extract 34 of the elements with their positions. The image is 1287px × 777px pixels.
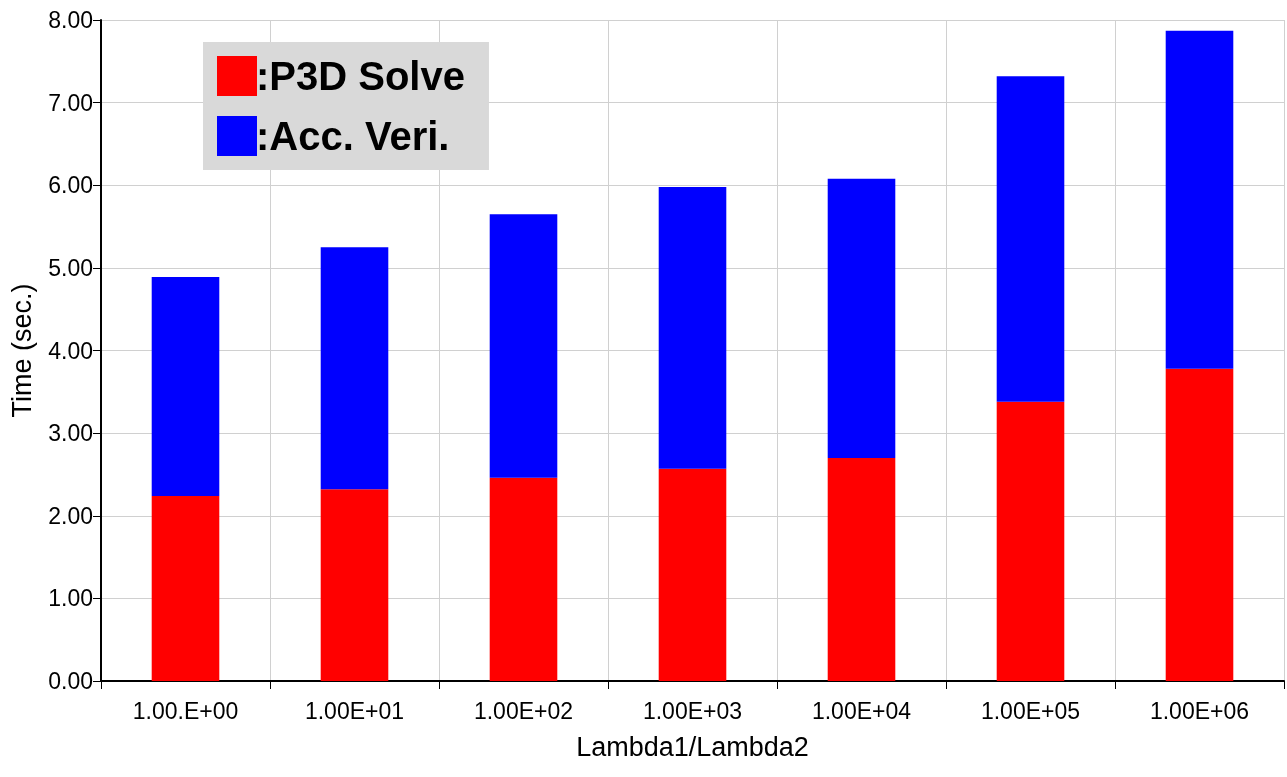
x-tick-label: 1.00E+01 (304, 697, 405, 724)
y-tick-label: 1.00 (48, 585, 93, 612)
bar (658, 468, 727, 681)
bar (151, 276, 220, 496)
bar (320, 247, 389, 490)
x-tick-label: 1.00E+05 (980, 697, 1081, 724)
x-tick-label: 1.00E+06 (1149, 697, 1250, 724)
y-tick-label: 7.00 (48, 89, 93, 116)
bar (489, 477, 558, 681)
bar (658, 186, 727, 469)
bar (320, 489, 389, 681)
y-tick-label: 0.00 (48, 668, 93, 694)
y-axis-title: Time (sec.) (6, 283, 37, 418)
y-tick-label: 5.00 (48, 254, 93, 281)
legend-label: :P3D Solve (256, 54, 465, 98)
y-tick-label: 8.00 (48, 7, 93, 33)
y-tick-label: 2.00 (48, 502, 93, 529)
x-tick-label: 1.00.E+00 (132, 697, 239, 724)
bar (1165, 368, 1234, 681)
bar (827, 178, 896, 458)
legend-label: :Acc. Veri. (256, 114, 450, 158)
x-tick-label: 1.00E+03 (642, 697, 743, 724)
bar (151, 495, 220, 681)
bar (1165, 30, 1234, 369)
bar (996, 401, 1065, 681)
y-tick-label: 6.00 (48, 172, 93, 199)
x-axis-title: Lambda1/Lambda2 (576, 731, 809, 762)
x-tick-label: 1.00E+04 (811, 697, 912, 724)
y-tick-label: 4.00 (48, 337, 93, 364)
x-tick-label: 1.00E+02 (473, 697, 574, 724)
bar (489, 214, 558, 478)
bar (996, 76, 1065, 402)
bar (827, 457, 896, 681)
y-tick-label: 3.00 (48, 420, 93, 447)
